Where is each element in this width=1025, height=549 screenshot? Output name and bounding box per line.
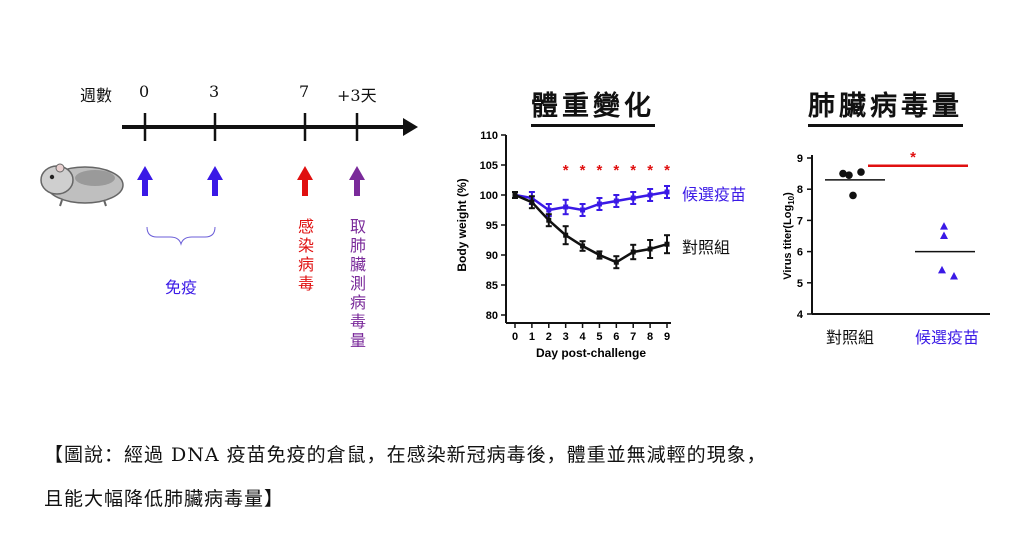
immunize-arrow-1 — [137, 166, 153, 196]
data-point — [580, 207, 586, 213]
weeks-label: 週數 — [80, 86, 113, 105]
y-axis-label: Body weight (%) — [455, 178, 469, 271]
data-point — [613, 259, 619, 265]
titer-chart-title: 肺臟病毒量 — [808, 84, 963, 127]
y-tick-label: 105 — [480, 160, 498, 172]
data-point — [647, 246, 653, 252]
y-tick-label: 110 — [480, 130, 498, 142]
immunize-brace — [146, 226, 216, 246]
caption-line-1: 【圖說：經過 DNA 疫苗免疫的倉鼠，在感染新冠病毒後，體重並無減輕的現象， — [44, 444, 767, 466]
y-tick-label: 85 — [486, 280, 498, 292]
x-tick-label: 6 — [613, 331, 619, 343]
data-point — [529, 199, 535, 205]
weight-chart: 80 85 90 95 100 105 110 0 1 2 3 4 5 6 7 8 9 Day post-chal… — [455, 130, 671, 360]
x-tick-label: 3 — [563, 331, 569, 343]
titer-chart: 4 5 6 7 8 9 Virus titer(Log10) 對照組 候選疫苗 * — [782, 149, 990, 347]
data-point — [938, 265, 946, 274]
data-point — [546, 217, 552, 223]
y-tick-label: 90 — [486, 250, 498, 262]
x-axis-label: Day post-challenge — [536, 346, 646, 360]
y-axis-label: Virus titer(Log10) — [782, 192, 796, 280]
x-tick-label: 5 — [596, 331, 602, 343]
tick-label-0: 0 — [139, 82, 150, 101]
immunize-arrow-2 — [207, 166, 223, 196]
control-series-label: 對照組 — [682, 238, 731, 257]
data-point — [940, 222, 948, 230]
data-point — [546, 207, 552, 213]
data-point — [613, 198, 619, 204]
collect-label: 取肺臟測病毒量 — [347, 218, 366, 351]
y-tick-label: 5 — [797, 278, 803, 290]
data-point — [950, 272, 958, 280]
data-point — [630, 195, 636, 201]
y-tick-label: 80 — [486, 310, 498, 322]
x-tick-label: 9 — [664, 331, 670, 343]
significance-star: * — [597, 162, 603, 179]
y-tick-label: 7 — [797, 215, 803, 227]
immunize-label: 免疫 — [165, 278, 198, 297]
tick-label-3: 3 — [209, 82, 220, 101]
y-tick-label: 100 — [480, 190, 498, 202]
tick-label-plus3: +3天 — [337, 86, 377, 105]
significance-star: * — [647, 162, 653, 179]
x-tick-label: 2 — [546, 331, 552, 343]
significance-star: * — [910, 149, 916, 166]
timeline-arrowhead — [403, 118, 418, 136]
data-point — [839, 169, 847, 178]
data-point — [940, 231, 948, 239]
data-point — [845, 171, 853, 179]
data-point — [563, 232, 569, 238]
significance-star: * — [613, 162, 619, 179]
tick-label-7: 7 — [299, 82, 310, 101]
data-point — [630, 249, 636, 255]
data-point — [857, 168, 865, 176]
y-tick-label: 95 — [486, 220, 498, 232]
data-point — [580, 243, 586, 249]
y-tick-label: 8 — [797, 184, 803, 196]
y-tick-label: 4 — [797, 309, 804, 321]
collect-arrow — [349, 166, 365, 196]
category-label: 候選疫苗 — [915, 329, 979, 347]
x-tick-label: 7 — [630, 331, 636, 343]
data-point — [664, 241, 670, 247]
category-label: 對照組 — [826, 329, 874, 347]
data-point — [512, 192, 518, 198]
caption-line-2: 且能大幅降低肺臟病毒量】 — [44, 488, 285, 510]
infect-arrow — [297, 166, 313, 196]
significance-star: * — [664, 162, 670, 179]
significance-star: * — [630, 162, 636, 179]
data-point — [664, 189, 670, 195]
x-tick-label: 1 — [529, 331, 535, 343]
data-point — [563, 204, 569, 210]
x-tick-label: 4 — [579, 331, 586, 343]
significance-star: * — [563, 162, 569, 179]
x-tick-label: 0 — [512, 331, 518, 343]
infect-label: 感染病毒 — [295, 218, 314, 294]
y-tick-label: 6 — [797, 247, 803, 259]
hamster-icon — [40, 163, 124, 207]
timeline-graphic — [40, 113, 418, 246]
series-line-2 — [514, 193, 668, 264]
data-point — [596, 201, 602, 207]
y-tick-label: 9 — [797, 153, 803, 165]
series-line-1 — [514, 190, 668, 212]
data-point — [596, 252, 602, 258]
x-tick-label: 8 — [647, 331, 653, 343]
data-point — [849, 191, 857, 200]
vaccine-series-label: 候選疫苗 — [682, 185, 747, 204]
weight-chart-title: 體重變化 — [531, 84, 655, 127]
significance-star: * — [580, 162, 586, 179]
data-point — [647, 192, 653, 198]
